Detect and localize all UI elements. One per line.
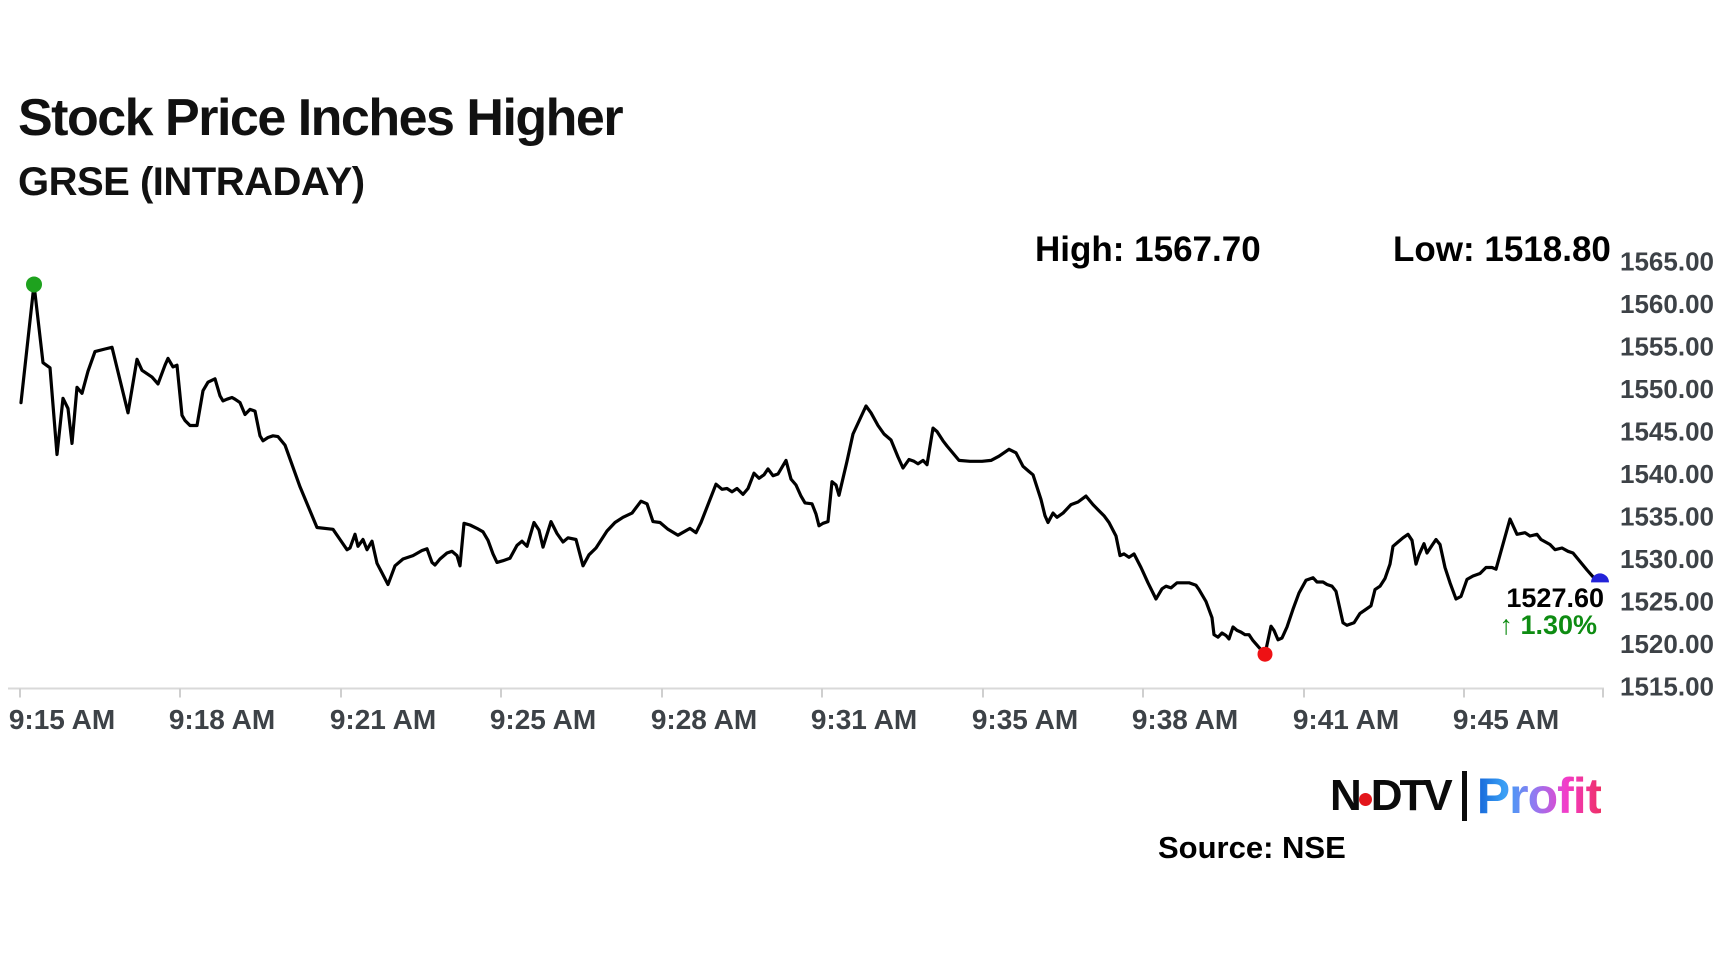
session-high-label: High: 1567.70 bbox=[1035, 230, 1261, 269]
y-axis-tick-label: 1565.00 bbox=[1620, 247, 1714, 277]
x-axis-tick-label: 9:28 AM bbox=[651, 704, 757, 735]
ndtv-letter-n: N bbox=[1330, 771, 1362, 820]
y-axis-tick-label: 1515.00 bbox=[1620, 672, 1714, 702]
ndtv-letters-dtv: DTV bbox=[1370, 771, 1453, 820]
logo-divider-bar bbox=[1461, 771, 1467, 821]
ndtv-wordmark: N DTV bbox=[1330, 771, 1453, 821]
profit-wordmark: Profit bbox=[1476, 768, 1603, 824]
page-title: Stock Price Inches Higher bbox=[18, 89, 624, 147]
x-axis-tick-label: 9:41 AM bbox=[1293, 704, 1399, 735]
y-axis-tick-label: 1555.00 bbox=[1620, 332, 1714, 362]
ndtv-red-dot-icon bbox=[1358, 792, 1372, 806]
session-low-label: Low: 1518.80 bbox=[1393, 230, 1611, 269]
ndtv-profit-logo: N DTV Profit bbox=[1330, 768, 1603, 824]
y-axis-tick-label: 1525.00 bbox=[1620, 587, 1714, 617]
x-axis-tick-label: 9:45 AM bbox=[1453, 704, 1559, 735]
x-axis-tick-label: 9:35 AM bbox=[972, 704, 1078, 735]
x-axis-tick-label: 9:25 AM bbox=[490, 704, 596, 735]
y-axis-tick-label: 1550.00 bbox=[1620, 374, 1714, 404]
last-price-value: 1527.60 bbox=[1506, 583, 1604, 613]
y-axis-tick-label: 1545.00 bbox=[1620, 417, 1714, 447]
price-change-percent: ↑ 1.30% bbox=[1499, 610, 1597, 640]
x-axis-tick-label: 9:18 AM bbox=[169, 704, 275, 735]
y-axis-tick-label: 1535.00 bbox=[1620, 502, 1714, 532]
x-axis-tick-label: 9:15 AM bbox=[9, 704, 115, 735]
session-low-marker-dot bbox=[1257, 646, 1273, 662]
price-line bbox=[19, 282, 1602, 656]
x-axis-tick-label: 9:38 AM bbox=[1132, 704, 1238, 735]
x-axis-tick-label: 9:31 AM bbox=[811, 704, 917, 735]
x-axis-tick-label: 9:21 AM bbox=[330, 704, 436, 735]
y-axis-tick-label: 1530.00 bbox=[1620, 544, 1714, 574]
start-high-marker-dot bbox=[26, 276, 42, 293]
chart-subtitle-symbol: GRSE (INTRADAY) bbox=[18, 160, 365, 204]
y-axis-tick-label: 1560.00 bbox=[1620, 289, 1714, 319]
source-credit: Source: NSE bbox=[1158, 830, 1346, 865]
y-axis-tick-label: 1520.00 bbox=[1620, 629, 1714, 659]
y-axis-tick-label: 1540.00 bbox=[1620, 459, 1714, 489]
last-price-marker-dot bbox=[1591, 573, 1609, 583]
